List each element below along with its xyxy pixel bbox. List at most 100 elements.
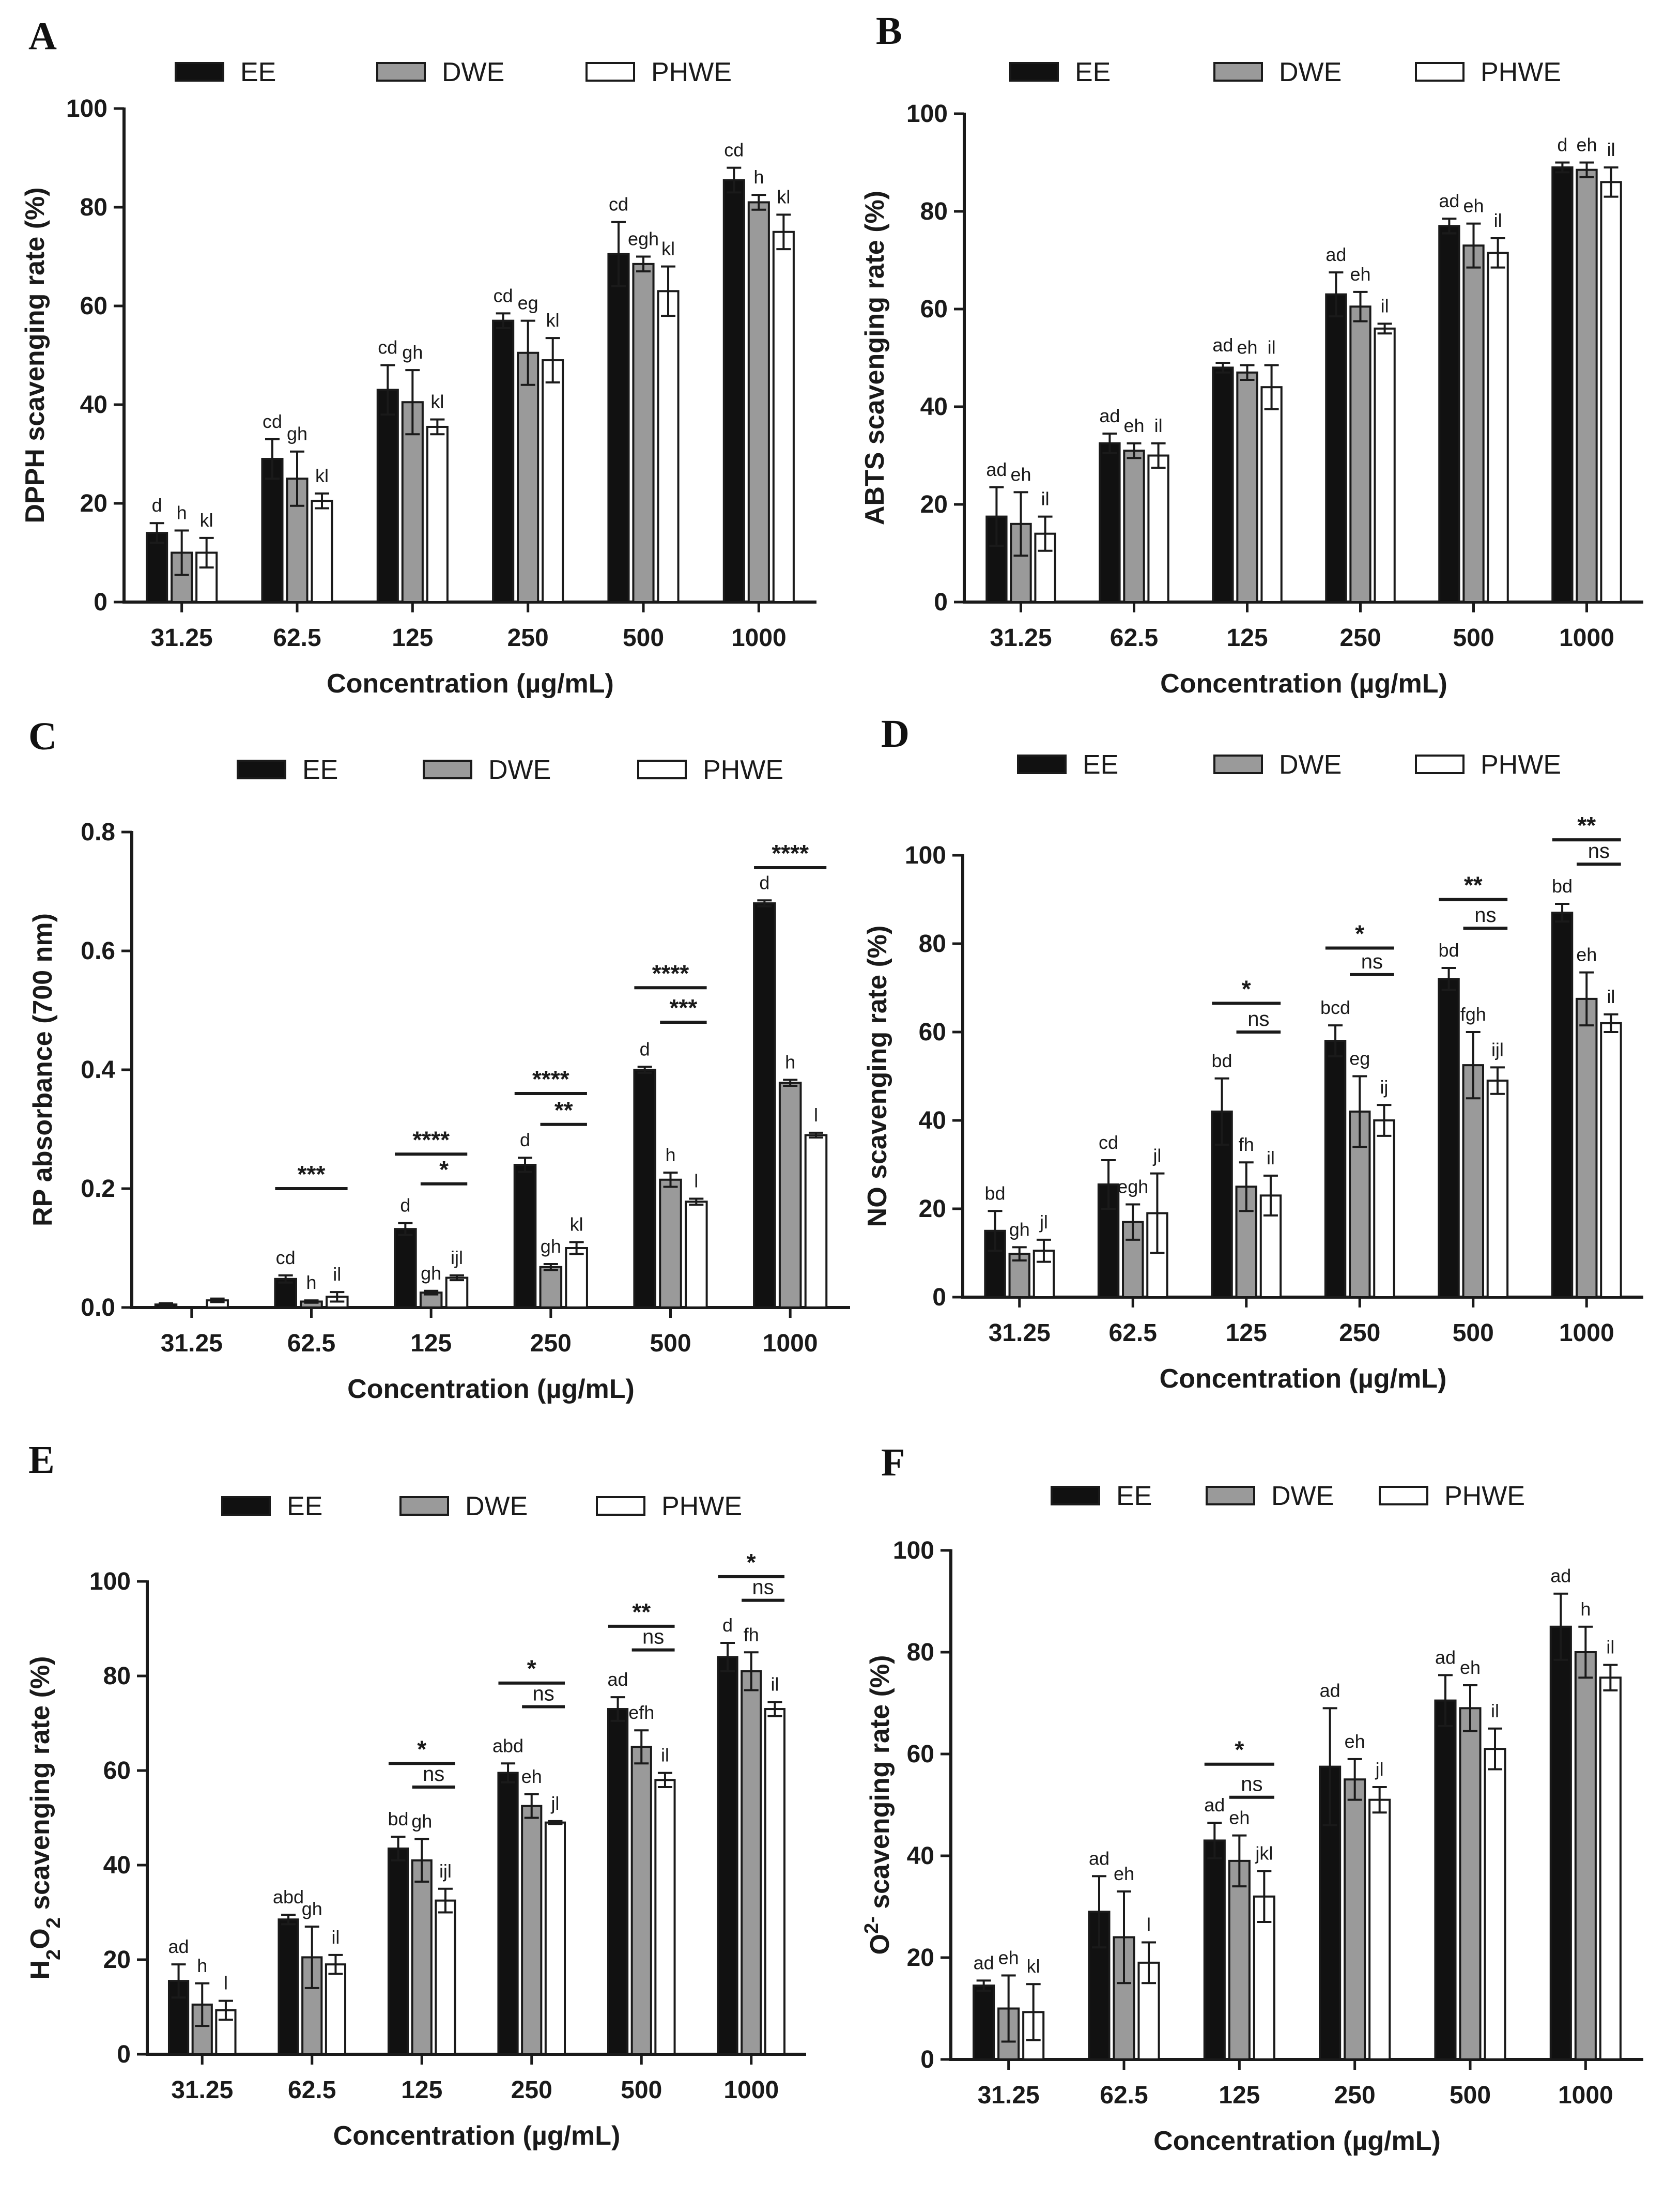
bar-dwe [630, 1746, 652, 2055]
x-axis-title: Concentration (µg/mL) [347, 1374, 635, 1404]
y-axis-title: O2- scavenging rate (%) [861, 1655, 895, 1955]
significance-letter: cd [263, 411, 282, 432]
x-axis-title: Concentration (µg/mL) [1160, 1364, 1447, 1394]
y-axis-title-part: O [25, 1928, 55, 1949]
significance-letter: cd [276, 1247, 296, 1268]
significance-letter: gh [402, 342, 423, 363]
legend-swatch-phwe [596, 1496, 645, 1516]
comparison-label: ns [532, 1682, 554, 1705]
significance-letter: egh [1117, 1176, 1148, 1197]
significance-letter: ad [608, 1669, 628, 1690]
bar-phwe [1487, 252, 1509, 603]
comparison-label: * [1235, 1736, 1244, 1763]
significance-letter: ad [168, 1936, 189, 1957]
significance-letter: gh [1009, 1219, 1030, 1240]
bar-ee [394, 1228, 417, 1309]
comparison-label: ** [554, 1097, 573, 1124]
bar-dwe [632, 263, 655, 603]
significance-letter: h [785, 1052, 795, 1073]
significance-letter: ijl [439, 1860, 452, 1882]
significance-letter: gh [287, 423, 307, 444]
bar-dwe [1123, 450, 1145, 603]
bar-dwe [1574, 1651, 1597, 2060]
x-tick-label: 31.25 [171, 2076, 233, 2104]
legend-label-phwe: PHWE [1481, 750, 1561, 780]
significance-letter: gh [411, 1811, 432, 1832]
significance-letter: abd [273, 1886, 304, 1907]
bar-dwe [1236, 371, 1258, 603]
panel-letter: B [876, 9, 902, 53]
legend: EE DWE PHWE [175, 57, 732, 87]
significance-letter: d [520, 1129, 530, 1150]
y-tick-label: 60 [80, 293, 107, 320]
legend-swatch-dwe [423, 760, 472, 779]
bar-phwe [1600, 1022, 1622, 1298]
x-tick-label: 31.25 [989, 1319, 1051, 1347]
significance-letter: ijl [1491, 1039, 1504, 1060]
significance-letter: l [224, 1973, 228, 1994]
bar-phwe [1486, 1080, 1509, 1299]
legend-label-ee: EE [287, 1491, 322, 1521]
significance-letter: kl [777, 186, 790, 207]
y-tick-label: 0 [934, 589, 948, 616]
x-tick-label: 500 [623, 624, 664, 652]
x-tick-label: 125 [401, 2076, 442, 2104]
bar-ee [973, 1984, 995, 2061]
bar-ee [274, 1278, 297, 1309]
comparison-label: ** [1464, 872, 1483, 899]
y-tick-label: 40 [919, 1107, 946, 1134]
bar-phwe [1032, 1250, 1055, 1299]
significance-letter: il [1154, 415, 1163, 436]
legend-swatch-dwe [1206, 1486, 1255, 1505]
bar-ee [1549, 1625, 1572, 2060]
significance-letter: eh [1237, 337, 1257, 358]
y-axis-title: ABTS scavenging rate (%) [860, 191, 890, 525]
significance-letter: jl [1152, 1145, 1161, 1166]
bar-dwe [1349, 305, 1371, 603]
bar-phwe [1599, 1676, 1622, 2060]
legend-label-ee: EE [1075, 57, 1111, 87]
comparison-label: * [747, 1549, 756, 1576]
x-axis-title: Concentration (µg/mL) [1160, 669, 1447, 699]
legend-swatch-dwe [376, 62, 426, 82]
y-tick-label: 0 [932, 1284, 946, 1311]
significance-letter: bd [1439, 940, 1459, 961]
significance-letter: kl [546, 310, 560, 331]
y-axis-title-part: scavenging rate (%) [865, 1655, 895, 1917]
x-tick-label: 125 [1226, 1319, 1267, 1347]
significance-letter: eh [998, 1947, 1019, 1968]
significance-letter: ad [1320, 1680, 1340, 1701]
significance-letter: ad [986, 459, 1007, 480]
bar-ee [1434, 1699, 1457, 2060]
y-tick-label: 40 [920, 393, 948, 421]
significance-letter: ad [1435, 1647, 1456, 1668]
significance-letter: efh [628, 1702, 654, 1723]
panel-f: F EE DWE PHWE 0 20 40 60 80 100 O2- scavenging rat… [861, 1441, 1643, 2156]
significance-letter: jl [1039, 1211, 1048, 1233]
y-axis-title-part: 2 [43, 1949, 65, 1960]
bar-phwe [426, 425, 449, 603]
bar-phwe [772, 230, 795, 603]
comparison-label: **** [772, 840, 809, 867]
bar-dwe [741, 1670, 762, 2056]
bar-dwe [411, 1859, 433, 2056]
x-tick-label: 500 [621, 2076, 662, 2104]
significance-letter: eh [1460, 1657, 1481, 1678]
significance-letter: bd [1212, 1050, 1232, 1071]
x-axis-title: Concentration (µg/mL) [327, 669, 614, 699]
significance-letter: abd [492, 1735, 523, 1756]
significance-letter: h [753, 166, 764, 188]
significance-letter: il [1268, 337, 1276, 358]
bar-dwe [301, 1956, 323, 2056]
bar-ee [722, 179, 745, 604]
bar-phwe [1368, 1798, 1391, 2060]
legend-swatch-ee [1017, 755, 1067, 774]
comparison-label: **** [412, 1126, 450, 1153]
x-axis-title: Concentration (µg/mL) [1153, 2126, 1441, 2156]
x-tick-label: 31.25 [151, 624, 213, 652]
legend-swatch-ee [1009, 62, 1059, 82]
significance-letter: h [1580, 1598, 1591, 1620]
significance-letter: egh [628, 228, 659, 250]
significance-letter: ad [1550, 1565, 1571, 1587]
legend-label-dwe: DWE [465, 1491, 528, 1521]
